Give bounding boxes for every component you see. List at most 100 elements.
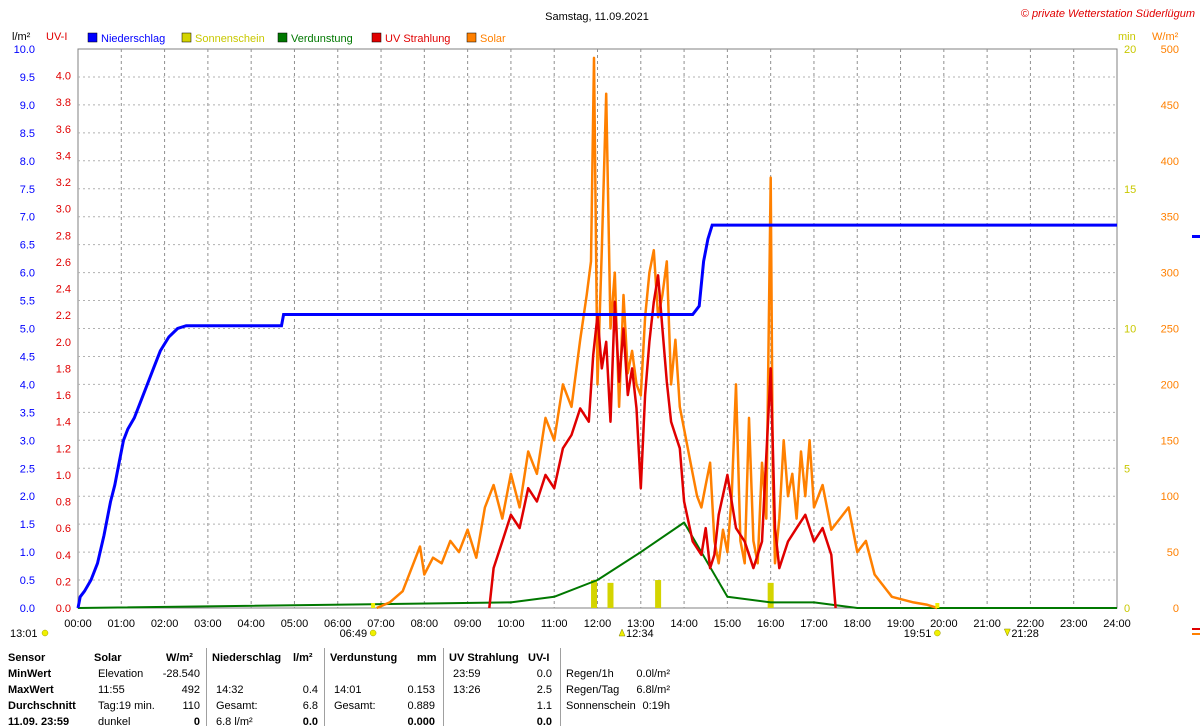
tick-solar: 400 xyxy=(1161,156,1179,168)
tick-solar: 250 xyxy=(1161,324,1179,336)
tick-solar: 300 xyxy=(1161,268,1179,280)
sunshine-bar-0 xyxy=(591,580,598,608)
tick-solar: 500 xyxy=(1161,44,1179,56)
tick-sunshine: 10 xyxy=(1124,324,1136,336)
stats-rain-label: Gesamt: xyxy=(216,700,258,712)
tick-sunshine: 15 xyxy=(1124,184,1136,196)
stats-sensor-head: Sensor xyxy=(8,652,46,664)
series-verdunstung xyxy=(77,521,1117,609)
series-niederschlag xyxy=(76,223,1117,609)
tick-uv: 1.0 xyxy=(56,470,71,482)
tick-rain: 3.5 xyxy=(20,407,35,419)
tick-rain: 1.0 xyxy=(20,547,35,559)
legend-label-2: Verdunstung xyxy=(291,33,353,45)
legend-swatch-3 xyxy=(371,32,382,43)
sunshine-bar-3 xyxy=(767,582,774,608)
tick-rain: 6.5 xyxy=(20,240,35,252)
stats-panel: Sensor MinWert MaxWert Durchschnitt 11.09. 2… xyxy=(0,648,1200,728)
stats-solar-label: Tag:19 min. xyxy=(98,700,155,712)
stats-divider xyxy=(206,648,207,726)
sunrise-icon xyxy=(369,629,377,637)
stats-solar-value: -28.540 xyxy=(162,668,200,680)
tick-rain: 7.5 xyxy=(20,184,35,196)
stats-regen-value: 6.8l/m² xyxy=(636,684,670,696)
stats-solar-label: 11:55 xyxy=(98,684,125,696)
sunset-label: 19:51 xyxy=(904,628,932,640)
stats-evap-label: 14:01 xyxy=(334,684,362,696)
stats-regen-label: Sonnenschein xyxy=(566,700,636,712)
tick-x: 16:00 xyxy=(757,618,785,630)
stats-uv-label: 23:59 xyxy=(453,668,481,680)
tick-uv: 0.4 xyxy=(56,550,71,562)
tick-x: 13:00 xyxy=(627,618,655,630)
tick-uv: 2.0 xyxy=(56,337,71,349)
tick-uv: 2.8 xyxy=(56,230,71,242)
tick-uv: 2.4 xyxy=(56,284,71,296)
sun-baseline-marker xyxy=(935,603,940,608)
stats-rain-value: 6.8 xyxy=(302,700,318,712)
series-uv xyxy=(488,274,837,609)
tick-rain: 2.0 xyxy=(20,491,35,503)
stats-solar-label: Elevation xyxy=(98,668,144,680)
tick-rain: 3.0 xyxy=(20,435,35,447)
legend-label-1: Sonnenschein xyxy=(195,33,265,45)
tick-rain: 9.5 xyxy=(20,72,35,84)
tick-uv: 1.4 xyxy=(56,417,71,429)
tick-uv: 3.2 xyxy=(56,177,71,189)
legend-label-0: Niederschlag xyxy=(101,33,165,45)
tick-rain: 10.0 xyxy=(14,44,35,56)
unit-rain-label: l/m² xyxy=(12,31,31,43)
chart-title: Samstag, 11.09.2021 xyxy=(545,11,649,23)
copyright-text: © private Wetterstation Süderlügum xyxy=(1021,8,1195,20)
tick-x: 12:00 xyxy=(584,618,612,630)
stats-uv-value: 0.0 xyxy=(536,668,552,680)
stats-sensor-row: MinWert xyxy=(8,668,52,680)
tick-rain: 8.5 xyxy=(20,128,35,140)
stats-rain-unit: l/m² xyxy=(293,652,313,664)
tick-x: 20:00 xyxy=(930,618,958,630)
solar-noon-label: 12:34 xyxy=(626,628,654,640)
tick-uv: 0.0 xyxy=(56,603,71,615)
series-solar xyxy=(376,56,938,610)
grid xyxy=(77,48,1118,609)
legend: Niederschlag Sonnenschein Verdunstung UV St… xyxy=(87,32,506,45)
stats-rain-value: 0.4 xyxy=(302,684,318,696)
unit-sunshine-label: min xyxy=(1118,31,1136,43)
solar-current-indicator xyxy=(1192,633,1200,635)
tick-rain: 0.0 xyxy=(20,603,35,615)
stats-uv-value: 0.0 xyxy=(536,716,552,728)
tick-x: 24:00 xyxy=(1103,618,1131,630)
sun-baseline-marker xyxy=(371,603,376,608)
stats-sensor-row: 11.09. 23:59 xyxy=(8,716,70,728)
stats-rain-label: 14:32 xyxy=(216,684,244,696)
uv-current-indicator xyxy=(1192,628,1200,630)
sunshine-bar-2 xyxy=(655,580,662,608)
tick-uv: 0.6 xyxy=(56,523,71,535)
series-layer xyxy=(76,56,1117,610)
tick-uv: 3.8 xyxy=(56,97,71,109)
unit-uv-label: UV-I xyxy=(46,31,67,43)
weather-chart: Samstag, 11.09.2021 © private Wetterstat… xyxy=(10,8,1200,640)
tick-rain: 4.0 xyxy=(20,379,35,391)
tick-x: 09:00 xyxy=(454,618,482,630)
legend-label-4: Solar xyxy=(480,33,506,45)
tick-uv: 1.6 xyxy=(56,390,71,402)
stats-divider xyxy=(324,648,325,726)
stats-uv-unit: UV-I xyxy=(528,652,550,664)
stats-solar-value: 110 xyxy=(182,700,200,712)
tick-uv: 3.4 xyxy=(56,150,71,162)
stats-evap-unit: mm xyxy=(417,652,437,664)
tick-x: 06:00 xyxy=(324,618,352,630)
sunshine-bar-1 xyxy=(607,582,614,608)
moonset-icon xyxy=(1003,628,1011,637)
tick-x: 08:00 xyxy=(411,618,439,630)
tick-x: 01:00 xyxy=(108,618,136,630)
tick-x: 11:00 xyxy=(541,618,568,630)
tick-uv: 3.6 xyxy=(56,124,71,136)
legend-swatch-0 xyxy=(87,32,98,43)
stats-evap-label: Gesamt: xyxy=(334,700,376,712)
legend-swatch-1 xyxy=(181,32,192,43)
stats-regen-label: Regen/Tag xyxy=(566,684,620,696)
tick-solar: 200 xyxy=(1161,379,1179,391)
tick-solar: 100 xyxy=(1161,491,1179,503)
